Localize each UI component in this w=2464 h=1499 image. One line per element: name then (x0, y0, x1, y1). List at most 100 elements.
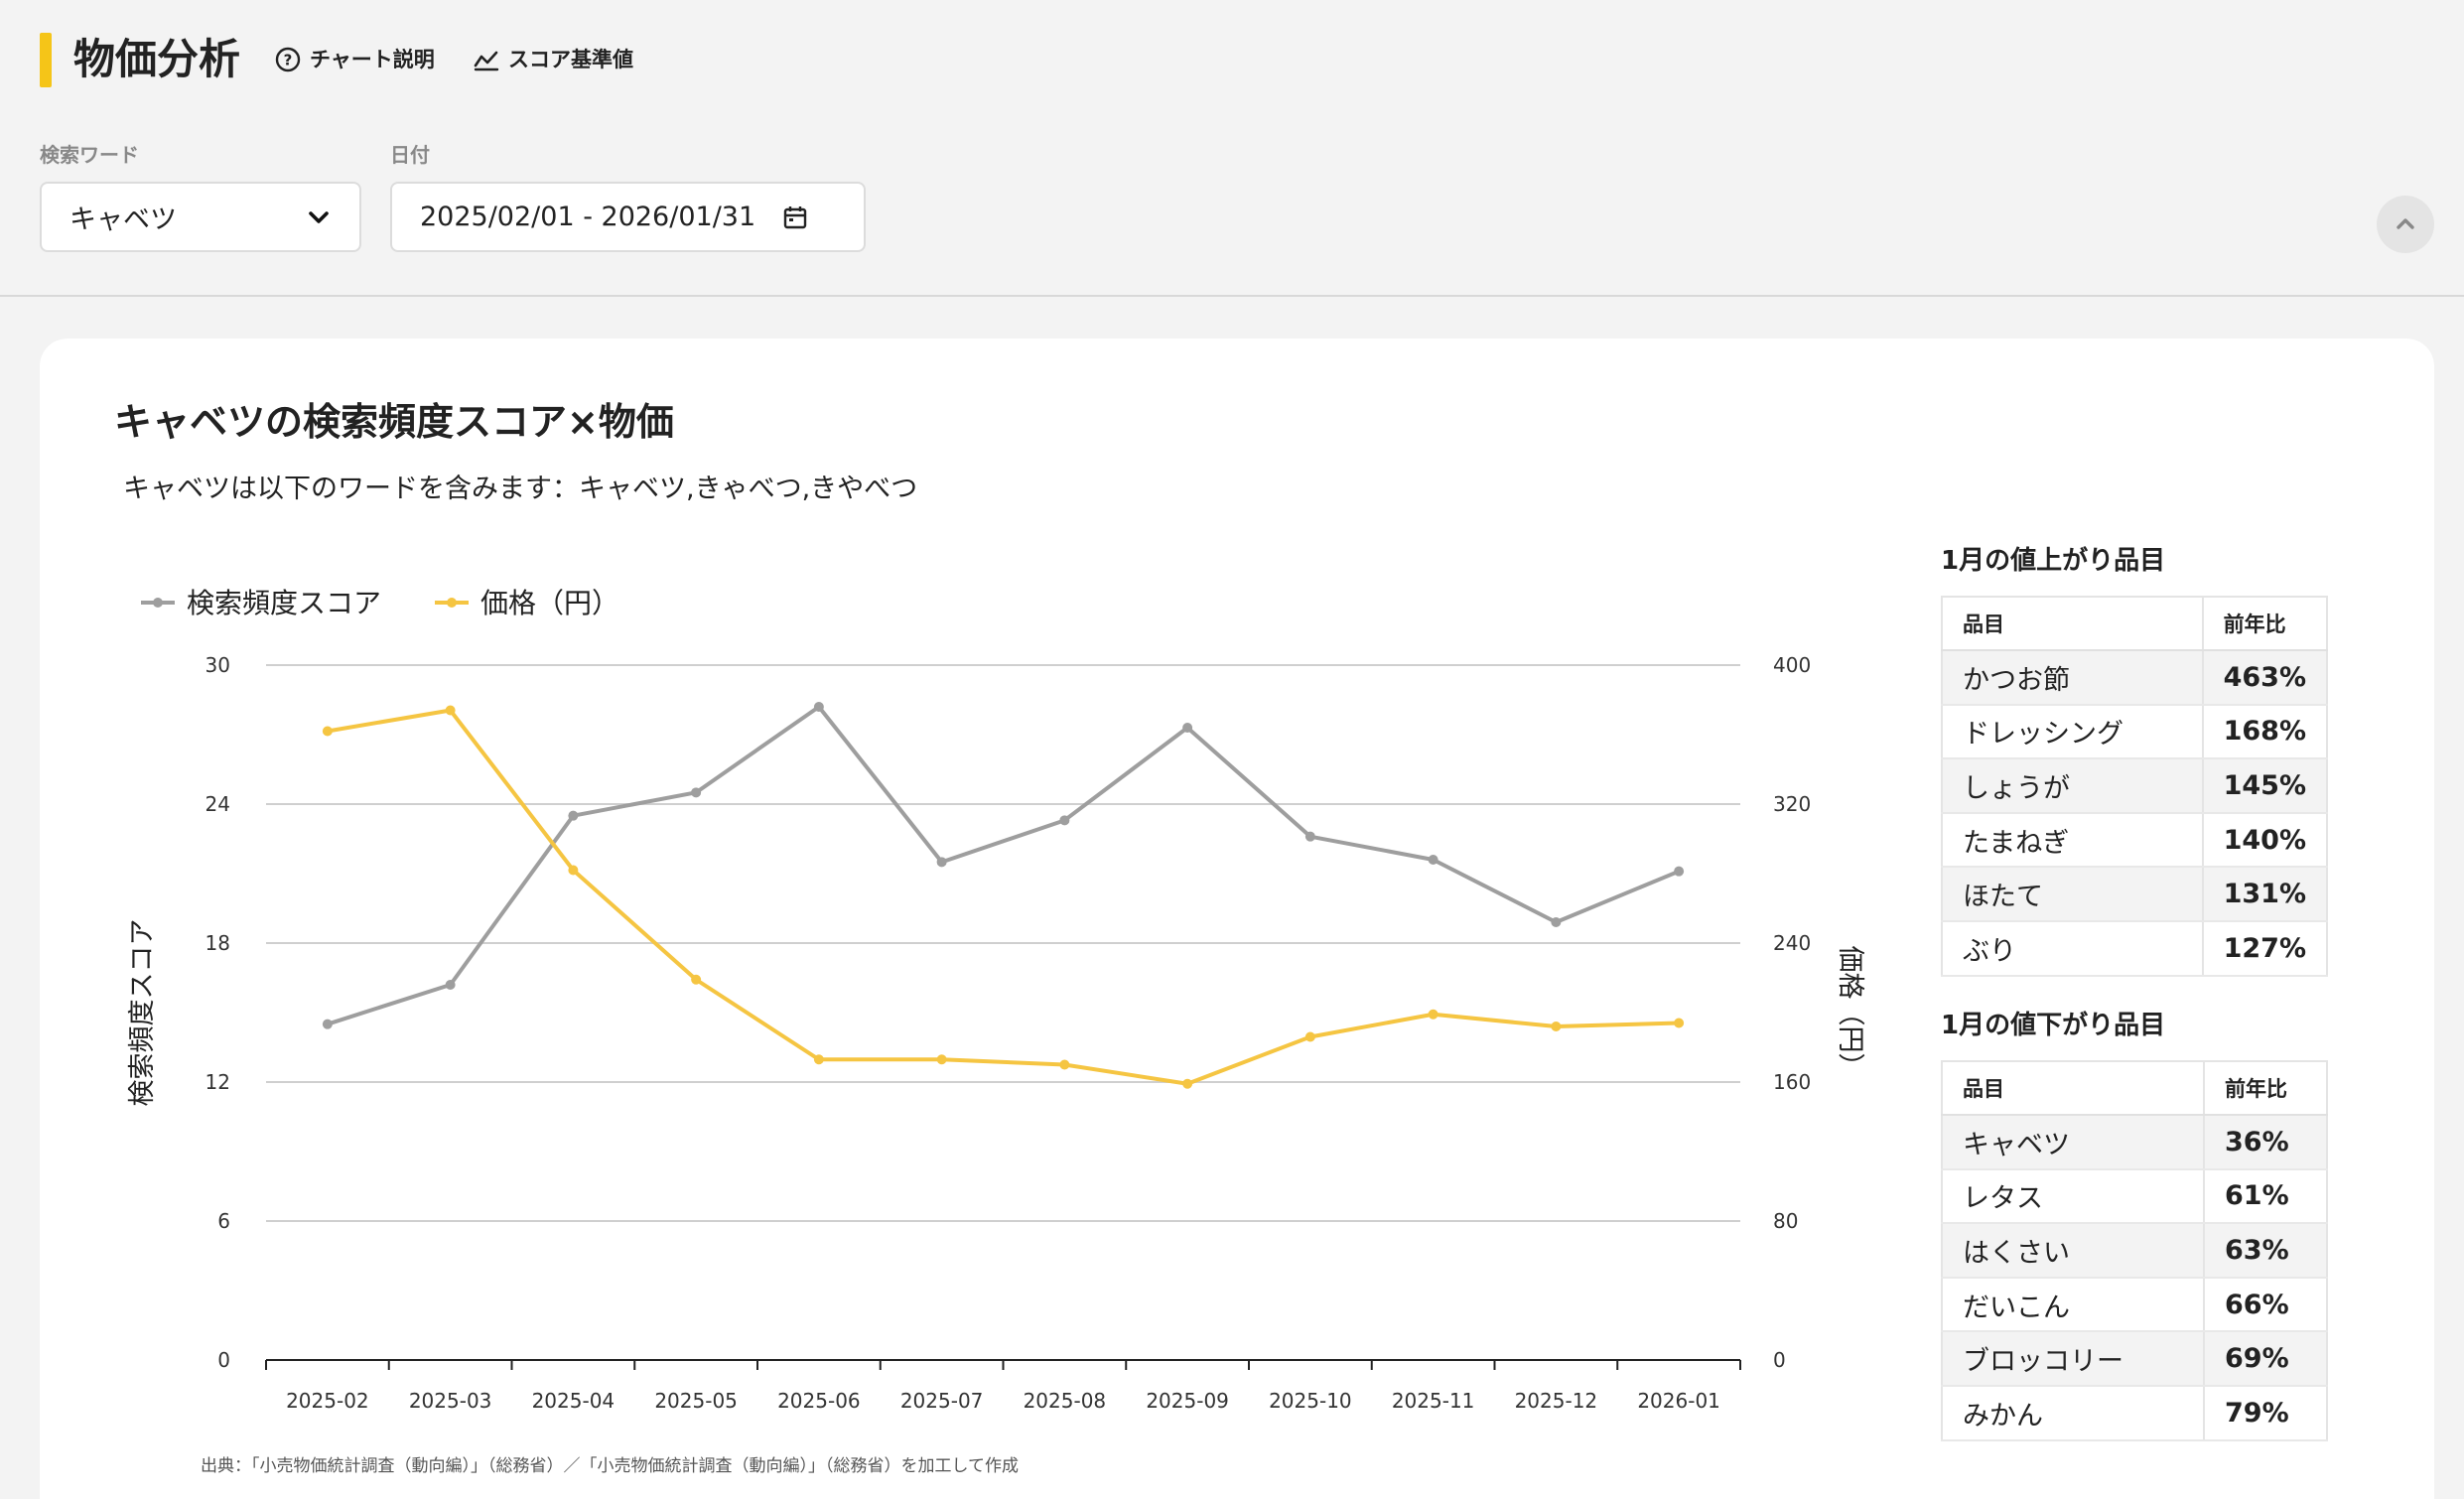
x-tick-label: 2025-02 (286, 1389, 369, 1413)
table-row: かつお節 463% (1942, 650, 2327, 706)
data-point-1 (1304, 1031, 1315, 1042)
data-point-1 (936, 1054, 947, 1065)
x-tick-label: 2025-04 (532, 1389, 616, 1413)
page-title: 物価分析 (73, 35, 241, 83)
legend-marker-1 (447, 598, 457, 608)
legend-label-1: 価格（円） (480, 587, 619, 619)
y2-tick-label: 0 (1773, 1348, 1786, 1372)
collapse-filters-button[interactable] (2377, 196, 2434, 253)
chart-card-subtitle: キャベツは以下のワードを含みます：キャベツ,きゃべつ,きやべつ (123, 474, 918, 504)
item-ratio: 66% (2203, 1277, 2327, 1333)
date-range-value: 2025/02/01 - 2026/01/31 (420, 202, 756, 232)
series-line-1 (327, 708, 1680, 1086)
item-name: ほたて (1942, 867, 2203, 922)
column-header-item: 品目 (1942, 1061, 2204, 1116)
item-name: はくさい (1942, 1223, 2204, 1279)
data-point-1 (813, 1054, 824, 1065)
data-point-0 (1304, 831, 1315, 842)
y2-tick-label: 320 (1773, 792, 1811, 816)
item-name: ぶり (1942, 920, 2203, 977)
chevron-down-icon (309, 210, 329, 223)
data-point-1 (1674, 1018, 1685, 1028)
series-line-0 (327, 705, 1680, 1026)
x-tick-label: 2025-09 (1146, 1389, 1229, 1413)
item-ratio: 69% (2203, 1331, 2327, 1387)
item-ratio: 61% (2203, 1168, 2327, 1225)
data-point-0 (691, 787, 702, 798)
price-down-title: 1月の値下がり品目 (1941, 1011, 2166, 1040)
data-point-0 (568, 810, 579, 821)
x-tick-label: 2025-05 (654, 1389, 738, 1413)
y-tick-label: 30 (205, 653, 230, 677)
y-tick-label: 6 (217, 1209, 230, 1233)
data-point-0 (445, 980, 456, 990)
data-point-0 (1059, 815, 1070, 826)
keyword-select[interactable]: キャベツ (40, 182, 361, 252)
y-tick-label: 18 (205, 931, 230, 955)
x-tick-label: 2025-07 (900, 1389, 984, 1413)
trend-line-icon (474, 51, 499, 71)
dual-axis-line-chart: 0 6 12 18 24 30 0 80 160 240 320 400 2025-02 2025-03 2… (127, 587, 1865, 1413)
data-point-1 (322, 726, 333, 737)
data-point-0 (322, 1019, 333, 1029)
table-row: しょうが 145% (1942, 758, 2327, 814)
score-baseline-link[interactable]: スコア基準値 (473, 40, 633, 79)
y2-tick-label: 240 (1773, 931, 1811, 955)
score-baseline-label: スコア基準値 (508, 48, 633, 71)
question-circle-icon: ? (275, 47, 301, 72)
table-row: ブロッコリー 69% (1942, 1331, 2327, 1387)
y-tick-label: 24 (205, 792, 230, 816)
table-row: キャベツ 36% (1942, 1115, 2327, 1170)
table-row: レタス 61% (1942, 1168, 2327, 1225)
table-row: たまねぎ 140% (1942, 812, 2327, 869)
y2-tick-label: 160 (1773, 1070, 1811, 1094)
data-point-1 (1551, 1022, 1562, 1031)
table-header-row: 品目 前年比 (1942, 597, 2327, 651)
item-ratio: 36% (2203, 1115, 2327, 1170)
x-tick-label: 2025-08 (1024, 1389, 1107, 1413)
title-accent-bar (40, 33, 52, 87)
price-down-table: 品目 前年比 キャベツ 36% レタス 61% はくさい 63% だいこん 66% ブロ… (1941, 1060, 2328, 1441)
data-point-1 (1059, 1059, 1070, 1070)
item-ratio: 140% (2201, 812, 2327, 869)
item-name: キャベツ (1942, 1115, 2204, 1170)
item-name: しょうが (1942, 758, 2203, 814)
y2-tick-label: 80 (1773, 1209, 1798, 1233)
svg-text:?: ? (284, 52, 293, 69)
date-label: 日付 (390, 143, 430, 167)
item-name: だいこん (1942, 1277, 2204, 1333)
item-name: かつお節 (1942, 650, 2203, 706)
y-tick-label: 12 (205, 1070, 230, 1094)
item-name: ブロッコリー (1942, 1331, 2204, 1387)
column-header-ratio: 前年比 (2201, 597, 2327, 651)
item-name: みかん (1942, 1385, 2204, 1441)
chart-help-link[interactable]: ? チャート説明 (274, 40, 435, 79)
data-point-0 (1428, 855, 1438, 865)
date-range-picker[interactable]: 2025/02/01 - 2026/01/31 (390, 182, 866, 252)
item-name: レタス (1942, 1168, 2204, 1225)
column-header-item: 品目 (1942, 597, 2203, 651)
data-point-1 (691, 974, 702, 985)
column-header-ratio: 前年比 (2203, 1061, 2327, 1116)
calendar-icon (783, 205, 807, 228)
table-row: ぶり 127% (1942, 920, 2327, 977)
table-header-row: 品目 前年比 (1942, 1061, 2327, 1116)
chevron-up-icon (2396, 218, 2414, 229)
data-point-1 (1428, 1009, 1438, 1020)
x-tick-label: 2025-03 (409, 1389, 492, 1413)
data-source-note: 出典：「小売物価統計調査（動向編）」（総務省）／「小売物価統計調査（動向編）」（… (201, 1456, 1019, 1476)
data-point-1 (568, 865, 579, 876)
price-up-table: 品目 前年比 かつお節 463% ドレッシング 168% しょうが 145% たまねぎ… (1941, 596, 2328, 977)
item-ratio: 63% (2203, 1223, 2327, 1279)
item-ratio: 145% (2201, 758, 2327, 814)
legend-marker-0 (153, 598, 163, 608)
y-axis-title: 検索頻度スコア (127, 919, 158, 1107)
x-tick-label: 2025-11 (1392, 1389, 1475, 1413)
item-ratio: 131% (2201, 867, 2327, 922)
table-row: だいこん 66% (1942, 1277, 2327, 1333)
y2-axis-title: 価格（円） (1835, 946, 1865, 1080)
data-point-0 (1551, 917, 1562, 927)
table-row: はくさい 63% (1942, 1223, 2327, 1279)
data-point-0 (936, 857, 947, 868)
y2-tick-label: 400 (1773, 653, 1811, 677)
